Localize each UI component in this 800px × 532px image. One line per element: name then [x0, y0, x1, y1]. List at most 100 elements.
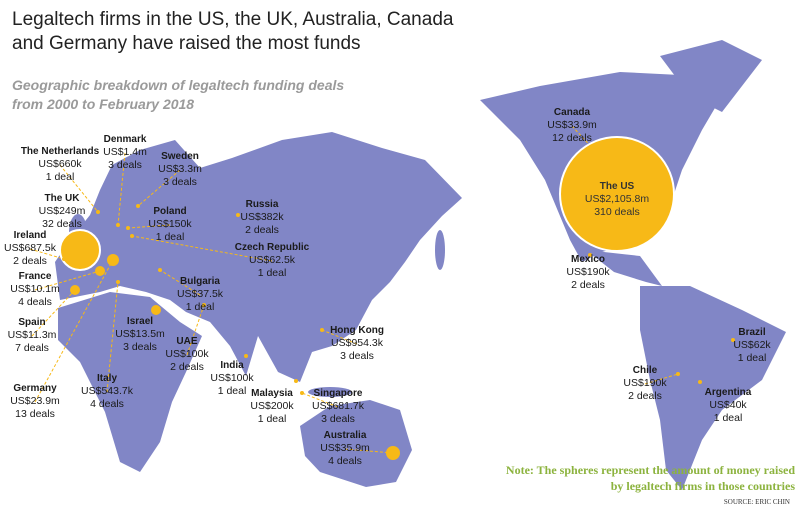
leader-line	[34, 270, 101, 291]
country-label: Argentina US$40k 1 deal	[705, 386, 752, 425]
country-label: Hong Kong US$954.3k 3 deals	[330, 324, 384, 363]
country-label: Czech Republic US$62.5k 1 deal	[235, 241, 309, 280]
country-label: Malaysia US$200k 1 deal	[250, 387, 293, 426]
leader-line	[344, 448, 394, 454]
country-label: Germany US$23.9m 13 deals	[10, 382, 60, 421]
deal-count: 3 deals	[340, 350, 374, 362]
country-label: The US US$2,105.8m 310 deals	[585, 180, 649, 219]
deal-count: 2 deals	[170, 361, 204, 373]
deal-count: 3 deals	[123, 341, 157, 353]
leader-line	[137, 169, 181, 207]
amount: US$190k	[623, 377, 667, 389]
deal-count: 310 deals	[594, 206, 640, 218]
funding-sphere	[126, 226, 130, 230]
country-label: Chile US$190k 2 deals	[623, 364, 666, 403]
country-label: The UK US$249m 32 deals	[39, 192, 86, 231]
funding-sphere	[244, 354, 248, 358]
amount: US$190k	[566, 266, 610, 278]
eurasia	[55, 132, 462, 382]
leader-line	[159, 269, 201, 296]
country-label: Mexico US$190k 2 deals	[566, 253, 609, 292]
country-name: Hong Kong	[330, 325, 384, 336]
country-name: Brazil	[738, 327, 766, 338]
deal-count: 1 deal	[155, 231, 185, 243]
country-name: Denmark	[103, 134, 147, 145]
note: Note: The spheres represent the amount o…	[505, 463, 795, 493]
country-name: Germany	[13, 383, 57, 394]
deal-count: 3 deals	[108, 159, 142, 171]
australia	[300, 400, 412, 487]
deal-count: 12 deals	[552, 132, 592, 144]
funding-sphere	[676, 372, 680, 376]
deal-count: 1 deal	[45, 171, 75, 183]
deal-count: 1 deal	[185, 301, 215, 313]
title: Legaltech firms in the US, the UK, Austr…	[12, 9, 454, 54]
greenland	[660, 40, 762, 112]
deal-count: 1 deal	[737, 352, 767, 364]
country-name: Mexico	[571, 254, 605, 265]
deal-count: 3 deals	[321, 413, 355, 425]
funding-sphere	[559, 136, 675, 252]
country-name: Malaysia	[251, 388, 293, 399]
country-label: India US$100k 1 deal	[210, 359, 253, 398]
deal-count: 2 deals	[628, 390, 662, 402]
country-label: Italy US$543.7k 4 deals	[81, 372, 133, 411]
amount: US$543.7k	[81, 385, 133, 397]
amount: US$62k	[733, 339, 771, 351]
amount: US$200k	[250, 400, 294, 412]
funding-sphere	[70, 285, 80, 295]
funding-sphere	[130, 234, 134, 238]
country-name: France	[18, 271, 52, 282]
amount: US$954.3k	[331, 337, 383, 349]
deal-count: 13 deals	[15, 408, 55, 420]
amount: US$23.9m	[10, 395, 60, 407]
leader-line	[321, 329, 358, 345]
country-name: Israel	[126, 316, 154, 327]
subtitle: Geographic breakdown of legaltech fundin…	[12, 77, 345, 112]
country-label: The Netherlands US$660k 1 deal	[21, 145, 99, 184]
country-label: France US$10.1m 4 deals	[10, 270, 60, 309]
funding-sphere	[96, 210, 100, 214]
country-label: Sweden US$3.3m 3 deals	[158, 150, 202, 189]
amount: US$3.3m	[158, 163, 202, 175]
country-name: Czech Republic	[234, 242, 310, 253]
deal-count: 4 deals	[90, 398, 124, 410]
country-label: UAE US$100k 2 deals	[165, 335, 208, 374]
source: SOURCE: ERIC CHIN	[723, 498, 790, 506]
leader-line	[117, 152, 126, 226]
funding-sphere	[386, 446, 400, 460]
country-name: The US	[599, 181, 635, 192]
country-label: Israel US$13.5m 3 deals	[115, 315, 165, 354]
funding-sphere	[136, 204, 140, 208]
country-label: Denmark US$1.4m 3 deals	[103, 133, 147, 172]
country-name: Australia	[323, 430, 367, 441]
leader-line	[644, 373, 679, 385]
amount: US$687.5k	[4, 242, 56, 254]
leader-line	[571, 125, 597, 153]
amount: US$40k	[709, 399, 747, 411]
amount: US$660k	[38, 158, 82, 170]
country-name: Poland	[153, 206, 187, 217]
country-label: Russia US$382k 2 deals	[240, 198, 283, 237]
africa	[58, 292, 202, 472]
country-name: Singapore	[313, 388, 363, 399]
country-label: Poland US$150k 1 deal	[148, 205, 191, 244]
leader-line	[31, 289, 76, 337]
amount: US$150k	[148, 218, 192, 230]
country-label: Ireland US$687.5k 2 deals	[4, 229, 56, 268]
funding-sphere	[731, 338, 735, 342]
amount: US$382k	[240, 211, 284, 223]
funding-sphere	[116, 223, 120, 227]
country-name: Canada	[553, 107, 591, 118]
amount: US$62.5k	[248, 254, 296, 266]
deal-count: 2 deals	[13, 255, 47, 267]
country-name: Chile	[632, 365, 658, 376]
country-label: Spain US$11.3m 7 deals	[8, 316, 57, 355]
funding-sphere	[236, 213, 240, 217]
funding-sphere	[588, 253, 592, 257]
deal-count: 1 deal	[713, 412, 743, 424]
funding-sphere	[202, 303, 206, 307]
funding-sphere	[294, 379, 298, 383]
amount: US$2,105.8m	[584, 193, 650, 205]
